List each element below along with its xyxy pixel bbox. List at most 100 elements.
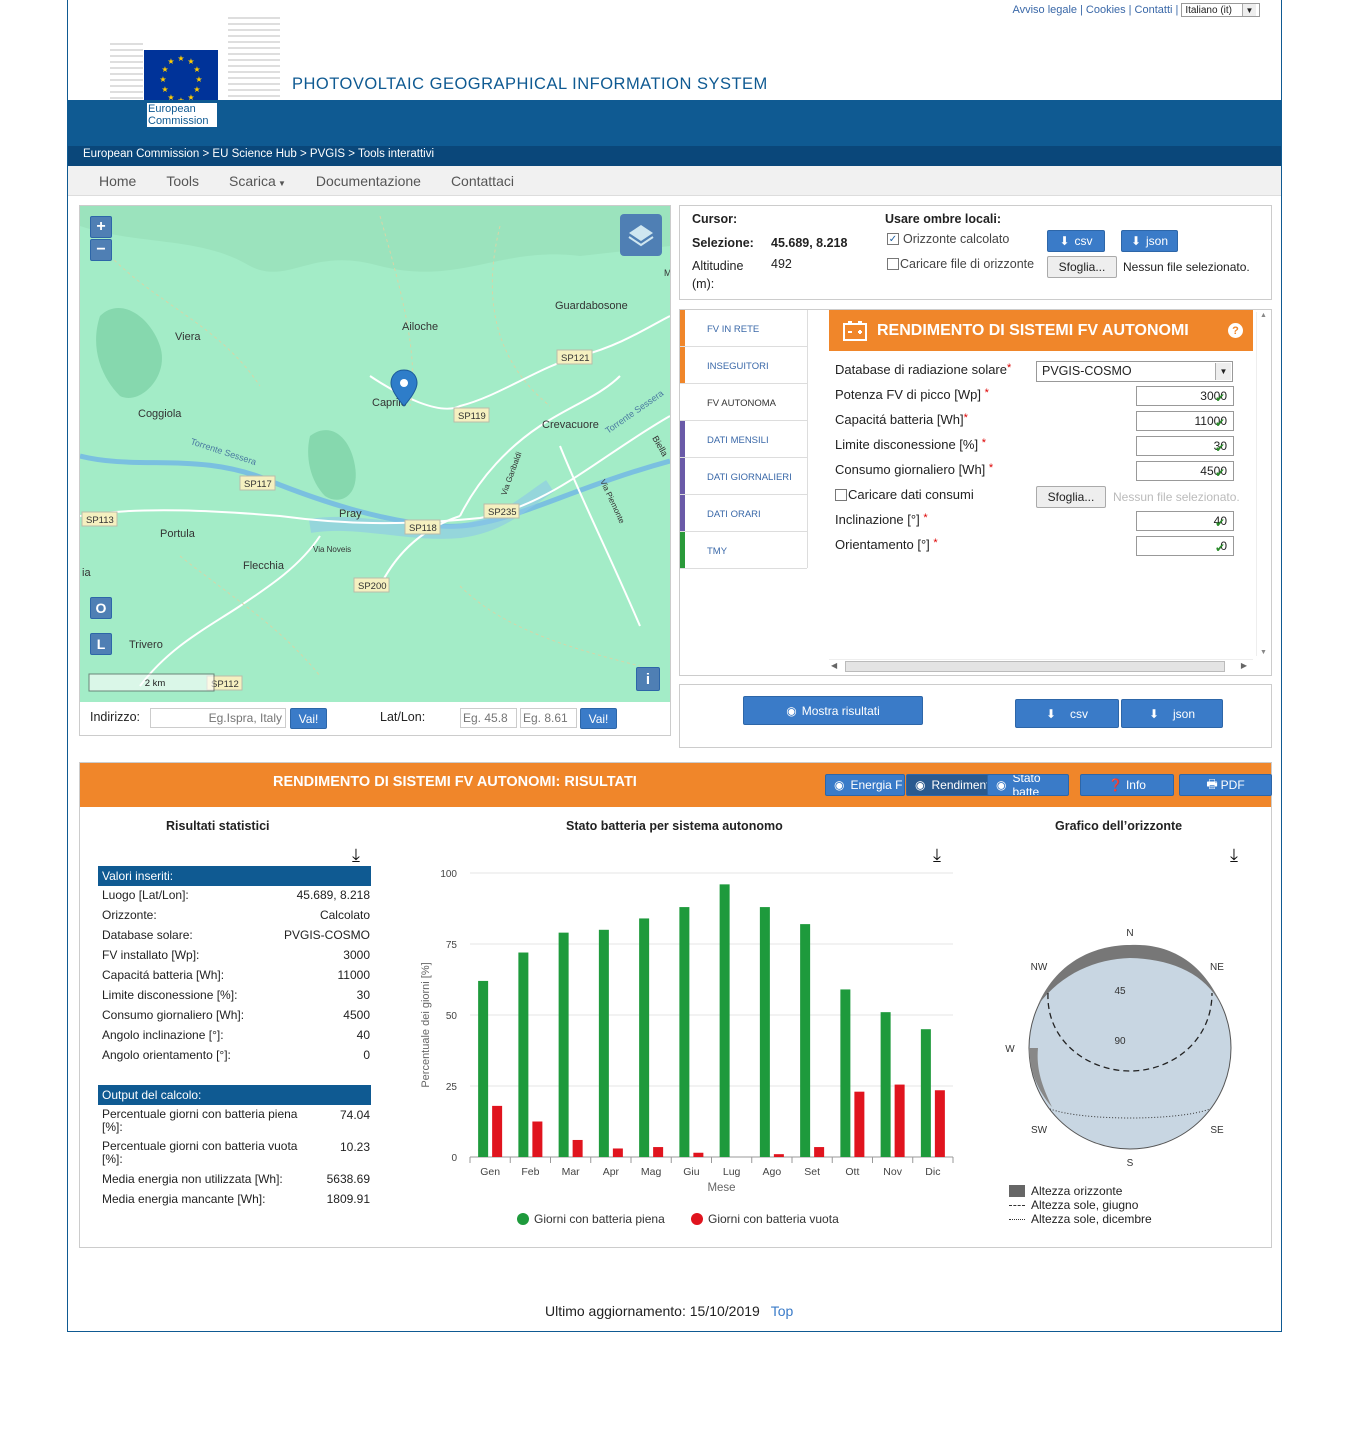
horizon-json-button[interactable]: ⬇ json xyxy=(1121,230,1178,252)
lon-input[interactable] xyxy=(520,708,577,728)
place-label: Ailoche xyxy=(402,321,438,333)
address-input[interactable] xyxy=(150,708,286,728)
map-o-button[interactable]: O xyxy=(90,597,112,619)
latlon-go-button[interactable]: Vai! xyxy=(580,708,617,729)
legend-label: Giorni con batteria vuota xyxy=(708,1212,839,1226)
check-icon: ✔ xyxy=(1214,416,1225,430)
eye-icon: ◉ xyxy=(834,778,845,792)
db-select-value: PVGIS-COSMO xyxy=(1042,364,1132,378)
scroll-left-icon[interactable]: ◀ xyxy=(831,661,838,670)
input-value: Calcolato xyxy=(319,908,370,922)
bar-full xyxy=(759,907,770,1157)
place-label: Flecchia xyxy=(243,560,285,572)
download-icon[interactable]: ⤓ xyxy=(933,845,941,865)
x-tick-label: Apr xyxy=(603,1166,620,1178)
show-results-button[interactable]: ◉ Mostra risultati xyxy=(743,696,923,725)
scroll-up-icon: ▲ xyxy=(1260,312,1267,319)
tab-color-bar xyxy=(680,458,685,494)
tab-hourly[interactable]: DATI ORARI xyxy=(680,495,807,532)
pdf-button[interactable]: 🖶 PDF xyxy=(1179,774,1272,796)
vertical-scrollbar[interactable]: ▲ ▼ xyxy=(1256,312,1270,656)
db-select[interactable]: PVGIS-COSMO ▼ xyxy=(1036,361,1233,382)
results-json-button[interactable]: ⬇ json xyxy=(1121,699,1223,728)
nav-download[interactable]: Scarica ▼ xyxy=(229,173,286,189)
bar-empty xyxy=(572,1139,583,1157)
horizon-no-file: Nessun file selezionato. xyxy=(1123,260,1250,274)
layers-button[interactable] xyxy=(620,214,662,256)
checkbox-icon[interactable] xyxy=(835,488,847,501)
azimuth-input[interactable]: 0 ✔ xyxy=(1136,536,1234,556)
x-tick-label: Giu xyxy=(683,1166,700,1178)
help-icon[interactable]: ? xyxy=(1228,323,1243,338)
shadows-label: Usare ombre locali: xyxy=(885,212,1002,226)
azimuth-label: Orientamento [°] * xyxy=(835,537,938,552)
chart-title: Stato batteria per sistema autonomo xyxy=(566,819,783,833)
x-tick-label: Lug xyxy=(723,1166,741,1178)
info-button[interactable]: ❓ Info xyxy=(1080,774,1174,796)
nav-tools[interactable]: Tools xyxy=(166,172,200,189)
peak-input[interactable]: 3000 ✔ xyxy=(1136,386,1234,406)
bar-empty xyxy=(854,1091,865,1157)
map-marker-icon[interactable] xyxy=(390,369,418,407)
svg-text:★: ★ xyxy=(167,93,174,102)
horizontal-scrollbar[interactable]: ◀ ▶ xyxy=(829,659,1253,673)
nav-home[interactable]: Home xyxy=(99,172,137,189)
checkbox-checked-icon[interactable]: ✓ xyxy=(887,233,899,245)
download-icon[interactable]: ⤓ xyxy=(352,845,360,865)
checkbox-icon[interactable] xyxy=(887,258,899,270)
lat-input[interactable] xyxy=(460,708,517,728)
tab-grid-pv[interactable]: FV IN RETE xyxy=(680,310,807,347)
inputs-heading: Valori inseriti: xyxy=(98,866,371,886)
legal-link[interactable]: Avviso legale xyxy=(1012,4,1078,16)
nav-download-label: Scarica xyxy=(229,172,276,189)
svg-text:★: ★ xyxy=(195,75,202,84)
battery-input[interactable]: 11000 ✔ xyxy=(1136,411,1234,431)
horizon-file-option[interactable]: Caricare file di orizzonte xyxy=(887,257,1034,271)
input-value: 11000 xyxy=(337,968,370,982)
tab-daily[interactable]: DATI GIORNALIERI xyxy=(680,458,807,495)
top-link[interactable]: Top xyxy=(770,1303,794,1319)
download-icon[interactable]: ⤓ xyxy=(1230,845,1238,865)
bar-empty xyxy=(653,1147,664,1157)
input-key: Database solare: xyxy=(102,928,193,942)
consumption-input[interactable]: 4500 ✔ xyxy=(1136,461,1234,481)
bar-empty xyxy=(612,1148,623,1157)
eye-icon: ◉ xyxy=(996,778,1007,792)
battery-tab-button[interactable]: ◉ Stato batte xyxy=(987,774,1069,796)
contacts-link[interactable]: Contatti xyxy=(1134,4,1173,16)
tab-monthly[interactable]: DATI MENSILI xyxy=(680,421,807,458)
compass-label: S xyxy=(1127,1158,1134,1169)
horizon-calc-option[interactable]: ✓ Orizzonte calcolato xyxy=(887,232,1010,246)
zoom-out-button[interactable]: − xyxy=(90,239,112,261)
performance-tab-button[interactable]: ◉ Rendiment xyxy=(906,774,994,796)
map-info-button[interactable]: i xyxy=(636,667,660,691)
zoom-in-button[interactable]: + xyxy=(90,216,112,238)
nav-contact[interactable]: Contattaci xyxy=(450,172,514,189)
y-tick-label: 100 xyxy=(440,869,457,880)
cutoff-input[interactable]: 30 ✔ xyxy=(1136,436,1234,456)
input-key: Capacitá batteria [Wh]: xyxy=(102,968,225,982)
nav-docs[interactable]: Documentazione xyxy=(315,172,421,189)
results-csv-button[interactable]: ⬇ csv xyxy=(1015,699,1119,728)
cookies-link[interactable]: Cookies xyxy=(1085,4,1126,16)
input-row: Limite disconessione [%]: 30 xyxy=(102,988,370,1002)
address-go-button[interactable]: Vai! xyxy=(290,708,327,729)
scroll-thumb[interactable] xyxy=(845,661,1225,672)
tab-off-grid[interactable]: FV AUTONOMA xyxy=(680,384,807,421)
output-row: Percentuale giorni con batteria piena [%… xyxy=(102,1108,370,1134)
consumption-upload-option[interactable]: Caricare dati consumi xyxy=(835,487,974,502)
tab-tracking[interactable]: INSEGUITORI xyxy=(680,347,807,384)
scroll-right-icon[interactable]: ▶ xyxy=(1240,661,1247,670)
consumption-browse-button[interactable]: Sfoglia... xyxy=(1036,486,1106,508)
map-canvas[interactable]: Viera Ailoche Guardabosone Caprile Coggi… xyxy=(80,206,670,702)
map-l-button[interactable]: L xyxy=(90,633,112,655)
horizon-csv-button[interactable]: ⬇ csv xyxy=(1047,230,1105,252)
altitude-value: 492 xyxy=(771,257,792,271)
energy-tab-button[interactable]: ◉ Energia F xyxy=(825,774,905,796)
slope-input[interactable]: 40 ✔ xyxy=(1136,511,1234,531)
breadcrumb[interactable]: European Commission > EU Science Hub > P… xyxy=(68,146,1281,166)
tab-tmy[interactable]: TMY xyxy=(680,532,807,569)
language-select[interactable]: Italiano (it) ▼ xyxy=(1181,3,1260,17)
horizon-browse-button[interactable]: Sfoglia... xyxy=(1047,256,1117,278)
input-row: Luogo [Lat/Lon]: 45.689, 8.218 xyxy=(102,888,370,902)
